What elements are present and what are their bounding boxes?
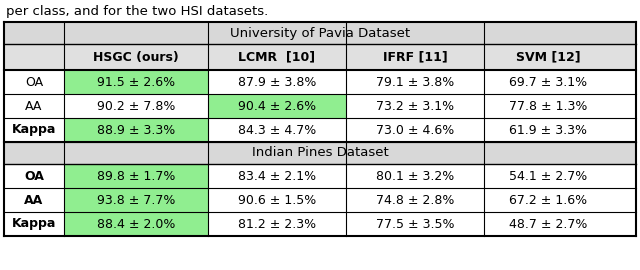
Text: 88.9 ± 3.3%: 88.9 ± 3.3% bbox=[97, 123, 175, 137]
Bar bbox=[4, 142, 636, 164]
Text: 73.0 ± 4.6%: 73.0 ± 4.6% bbox=[376, 123, 454, 137]
Bar bbox=[4, 44, 636, 70]
Text: 88.4 ± 2.0%: 88.4 ± 2.0% bbox=[97, 218, 175, 231]
Text: OA: OA bbox=[25, 76, 43, 89]
Text: 89.8 ± 1.7%: 89.8 ± 1.7% bbox=[97, 170, 175, 183]
Text: 67.2 ± 1.6%: 67.2 ± 1.6% bbox=[509, 194, 587, 207]
Text: 77.8 ± 1.3%: 77.8 ± 1.3% bbox=[509, 100, 587, 113]
Text: 48.7 ± 2.7%: 48.7 ± 2.7% bbox=[509, 218, 587, 231]
Text: 83.4 ± 2.1%: 83.4 ± 2.1% bbox=[238, 170, 316, 183]
Text: OA: OA bbox=[24, 170, 44, 183]
Text: 87.9 ± 3.8%: 87.9 ± 3.8% bbox=[238, 76, 316, 89]
Bar bbox=[64, 188, 208, 212]
Text: 93.8 ± 7.7%: 93.8 ± 7.7% bbox=[97, 194, 175, 207]
Text: IFRF [11]: IFRF [11] bbox=[383, 50, 447, 63]
Text: 81.2 ± 2.3%: 81.2 ± 2.3% bbox=[238, 218, 316, 231]
Text: 80.1 ± 3.2%: 80.1 ± 3.2% bbox=[376, 170, 454, 183]
Text: 79.1 ± 3.8%: 79.1 ± 3.8% bbox=[376, 76, 454, 89]
Text: 90.6 ± 1.5%: 90.6 ± 1.5% bbox=[238, 194, 316, 207]
Text: 90.2 ± 7.8%: 90.2 ± 7.8% bbox=[97, 100, 175, 113]
Bar bbox=[64, 212, 208, 236]
Text: AA: AA bbox=[26, 100, 43, 113]
Text: 74.8 ± 2.8%: 74.8 ± 2.8% bbox=[376, 194, 454, 207]
Text: Indian Pines Dataset: Indian Pines Dataset bbox=[252, 147, 388, 160]
Text: 77.5 ± 3.5%: 77.5 ± 3.5% bbox=[376, 218, 454, 231]
Text: HSGC (ours): HSGC (ours) bbox=[93, 50, 179, 63]
Text: 69.7 ± 3.1%: 69.7 ± 3.1% bbox=[509, 76, 587, 89]
Bar bbox=[64, 70, 208, 94]
Text: LCMR  [10]: LCMR [10] bbox=[239, 50, 316, 63]
Text: 90.4 ± 2.6%: 90.4 ± 2.6% bbox=[238, 100, 316, 113]
Text: per class, and for the two HSI datasets.: per class, and for the two HSI datasets. bbox=[6, 5, 268, 18]
Bar bbox=[4, 22, 636, 44]
Text: 91.5 ± 2.6%: 91.5 ± 2.6% bbox=[97, 76, 175, 89]
Bar bbox=[64, 164, 208, 188]
Text: 54.1 ± 2.7%: 54.1 ± 2.7% bbox=[509, 170, 587, 183]
Text: Kappa: Kappa bbox=[12, 123, 56, 137]
Bar bbox=[208, 94, 346, 118]
Bar bbox=[64, 118, 208, 142]
Text: Kappa: Kappa bbox=[12, 218, 56, 231]
Text: SVM [12]: SVM [12] bbox=[516, 50, 580, 63]
Text: 73.2 ± 3.1%: 73.2 ± 3.1% bbox=[376, 100, 454, 113]
Text: University of Pavia Dataset: University of Pavia Dataset bbox=[230, 26, 410, 39]
Text: AA: AA bbox=[24, 194, 44, 207]
Text: 84.3 ± 4.7%: 84.3 ± 4.7% bbox=[238, 123, 316, 137]
Text: 61.9 ± 3.3%: 61.9 ± 3.3% bbox=[509, 123, 587, 137]
